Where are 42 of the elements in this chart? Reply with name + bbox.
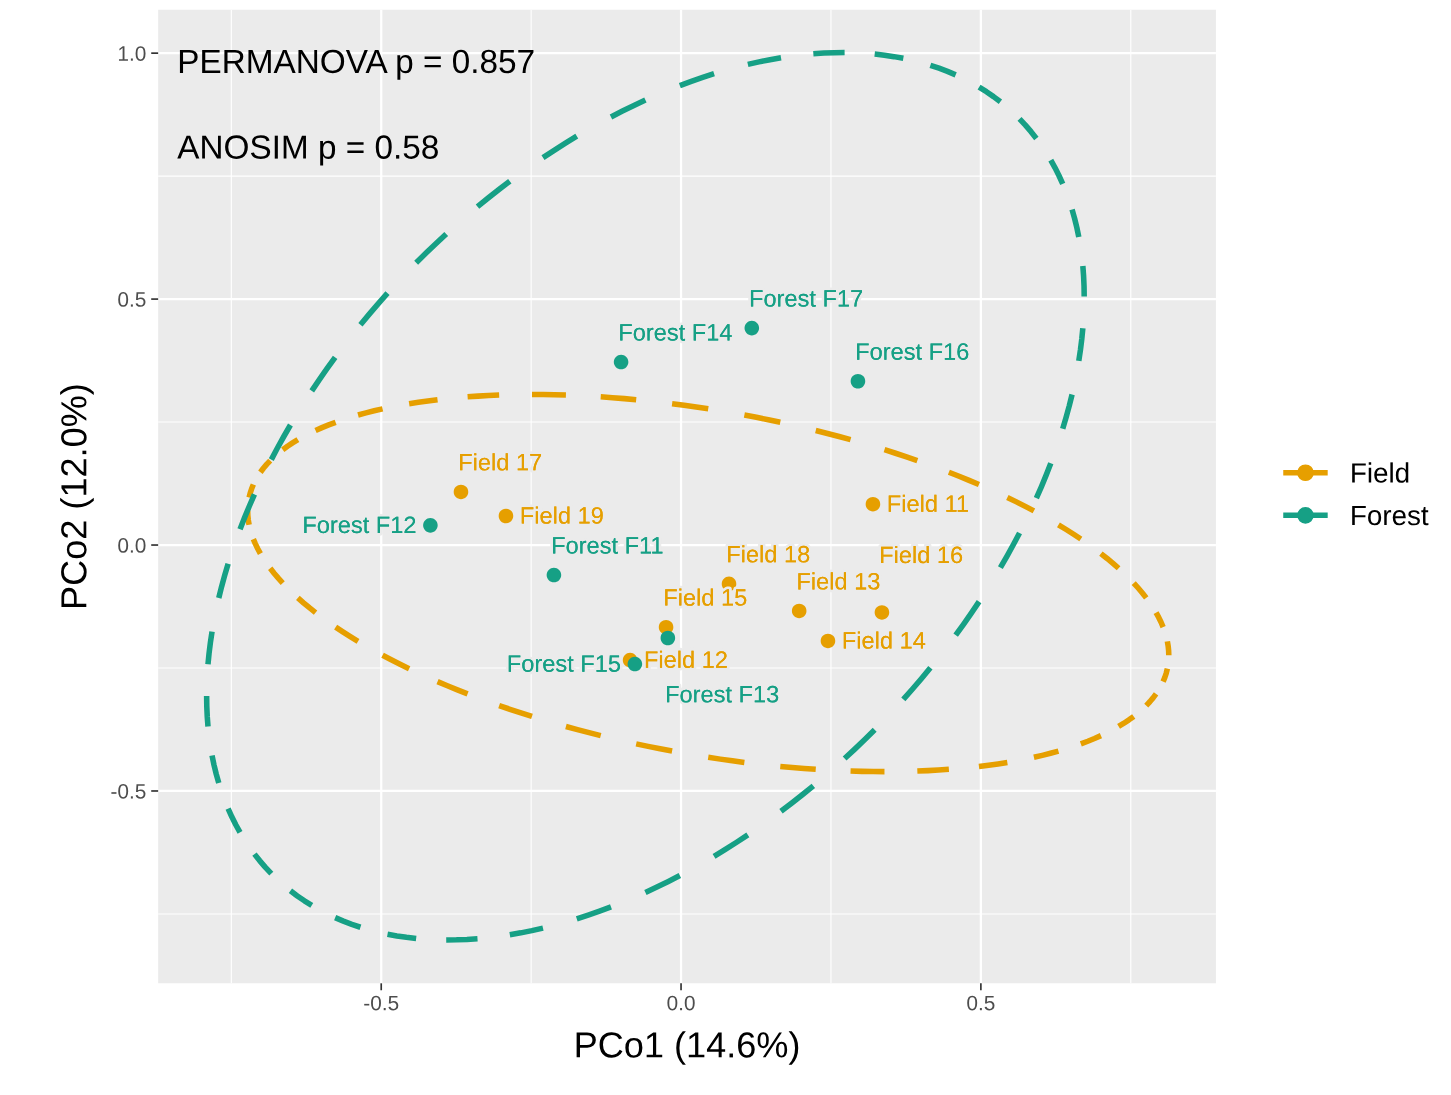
data-label: Forest F15 (508, 655, 621, 672)
data-label: Forest F11 (553, 537, 663, 554)
point (613, 354, 629, 370)
x-tick-label: -0.5 (364, 995, 399, 1011)
data-label: Field 17 (460, 453, 542, 471)
x-tick-label: 0.5 (967, 995, 995, 1011)
point (820, 633, 836, 649)
point (744, 320, 760, 336)
x-tick-label: 0.0 (667, 995, 695, 1011)
annotation: PERMANOVA p = 0.857 (179, 49, 534, 80)
point (874, 605, 890, 620)
point (453, 484, 469, 500)
point (627, 656, 643, 672)
data-label: Forest F17 (750, 290, 863, 307)
legend-label: Field (1352, 462, 1409, 483)
point (498, 508, 514, 524)
data-label: Forest F12 (304, 516, 416, 534)
data-label: Forest F13 (667, 685, 779, 703)
x-axis-title: PCo1 (14.6%) (576, 1031, 799, 1065)
legend-label: Forest (1352, 505, 1429, 526)
point (546, 567, 562, 583)
data-label: Forest F16 (857, 343, 969, 360)
data-label: Field 15 (665, 588, 747, 606)
point (791, 603, 807, 619)
data-label: Field 12 (645, 650, 727, 668)
data-label: Field 19 (521, 506, 603, 524)
y-tick-label: 0.0 (118, 538, 146, 553)
data-label: Field 11 (888, 494, 968, 513)
y-tick-label: 0.5 (118, 292, 146, 307)
point (850, 373, 866, 389)
data-label: Forest F14 (620, 324, 732, 341)
data-label: Field 13 (798, 572, 880, 590)
point (865, 496, 881, 512)
data-label: Field 18 (728, 545, 810, 563)
annotation: ANOSIM p = 0.58 (177, 135, 438, 166)
y-tick-label: 1.0 (118, 46, 146, 61)
y-tick-label: -0.5 (111, 783, 146, 799)
point (423, 518, 438, 533)
data-label: Field 14 (843, 631, 926, 649)
data-label: Field 16 (881, 545, 963, 564)
point (660, 630, 676, 646)
y-axis-title: PCo2 (12.0%) (60, 385, 94, 608)
